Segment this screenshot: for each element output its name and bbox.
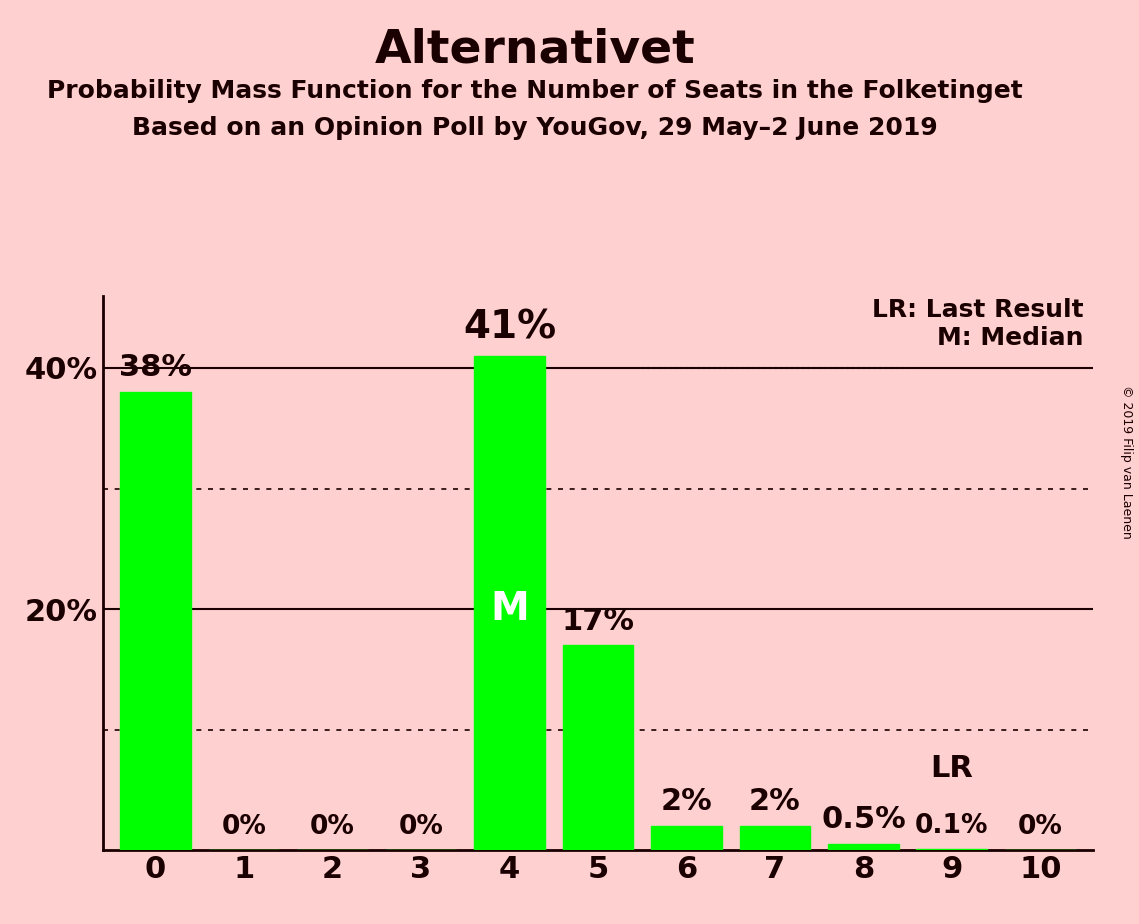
Bar	[739, 826, 810, 850]
Text: © 2019 Filip van Laenen: © 2019 Filip van Laenen	[1121, 385, 1133, 539]
Text: 0%: 0%	[310, 814, 355, 841]
Bar	[917, 849, 988, 850]
Text: 41%: 41%	[462, 309, 556, 346]
Text: M: Median: M: Median	[937, 326, 1083, 350]
Text: Probability Mass Function for the Number of Seats in the Folketinget: Probability Mass Function for the Number…	[48, 79, 1023, 103]
Text: LR: Last Result: LR: Last Result	[872, 298, 1083, 322]
Bar	[474, 356, 544, 850]
Text: 2%: 2%	[661, 787, 712, 816]
Text: M: M	[490, 590, 528, 628]
Text: 0%: 0%	[222, 814, 267, 841]
Text: 38%: 38%	[120, 354, 192, 383]
Text: LR: LR	[931, 754, 974, 783]
Text: 0%: 0%	[399, 814, 443, 841]
Text: Alternativet: Alternativet	[375, 28, 696, 73]
Text: 17%: 17%	[562, 606, 634, 636]
Bar	[121, 392, 191, 850]
Text: 0.5%: 0.5%	[821, 806, 906, 834]
Bar	[828, 844, 899, 850]
Text: 0%: 0%	[1018, 814, 1063, 841]
Bar	[652, 826, 722, 850]
Text: Based on an Opinion Poll by YouGov, 29 May–2 June 2019: Based on an Opinion Poll by YouGov, 29 M…	[132, 116, 939, 140]
Text: 0.1%: 0.1%	[915, 813, 989, 839]
Bar	[563, 645, 633, 850]
Text: 2%: 2%	[749, 787, 801, 816]
